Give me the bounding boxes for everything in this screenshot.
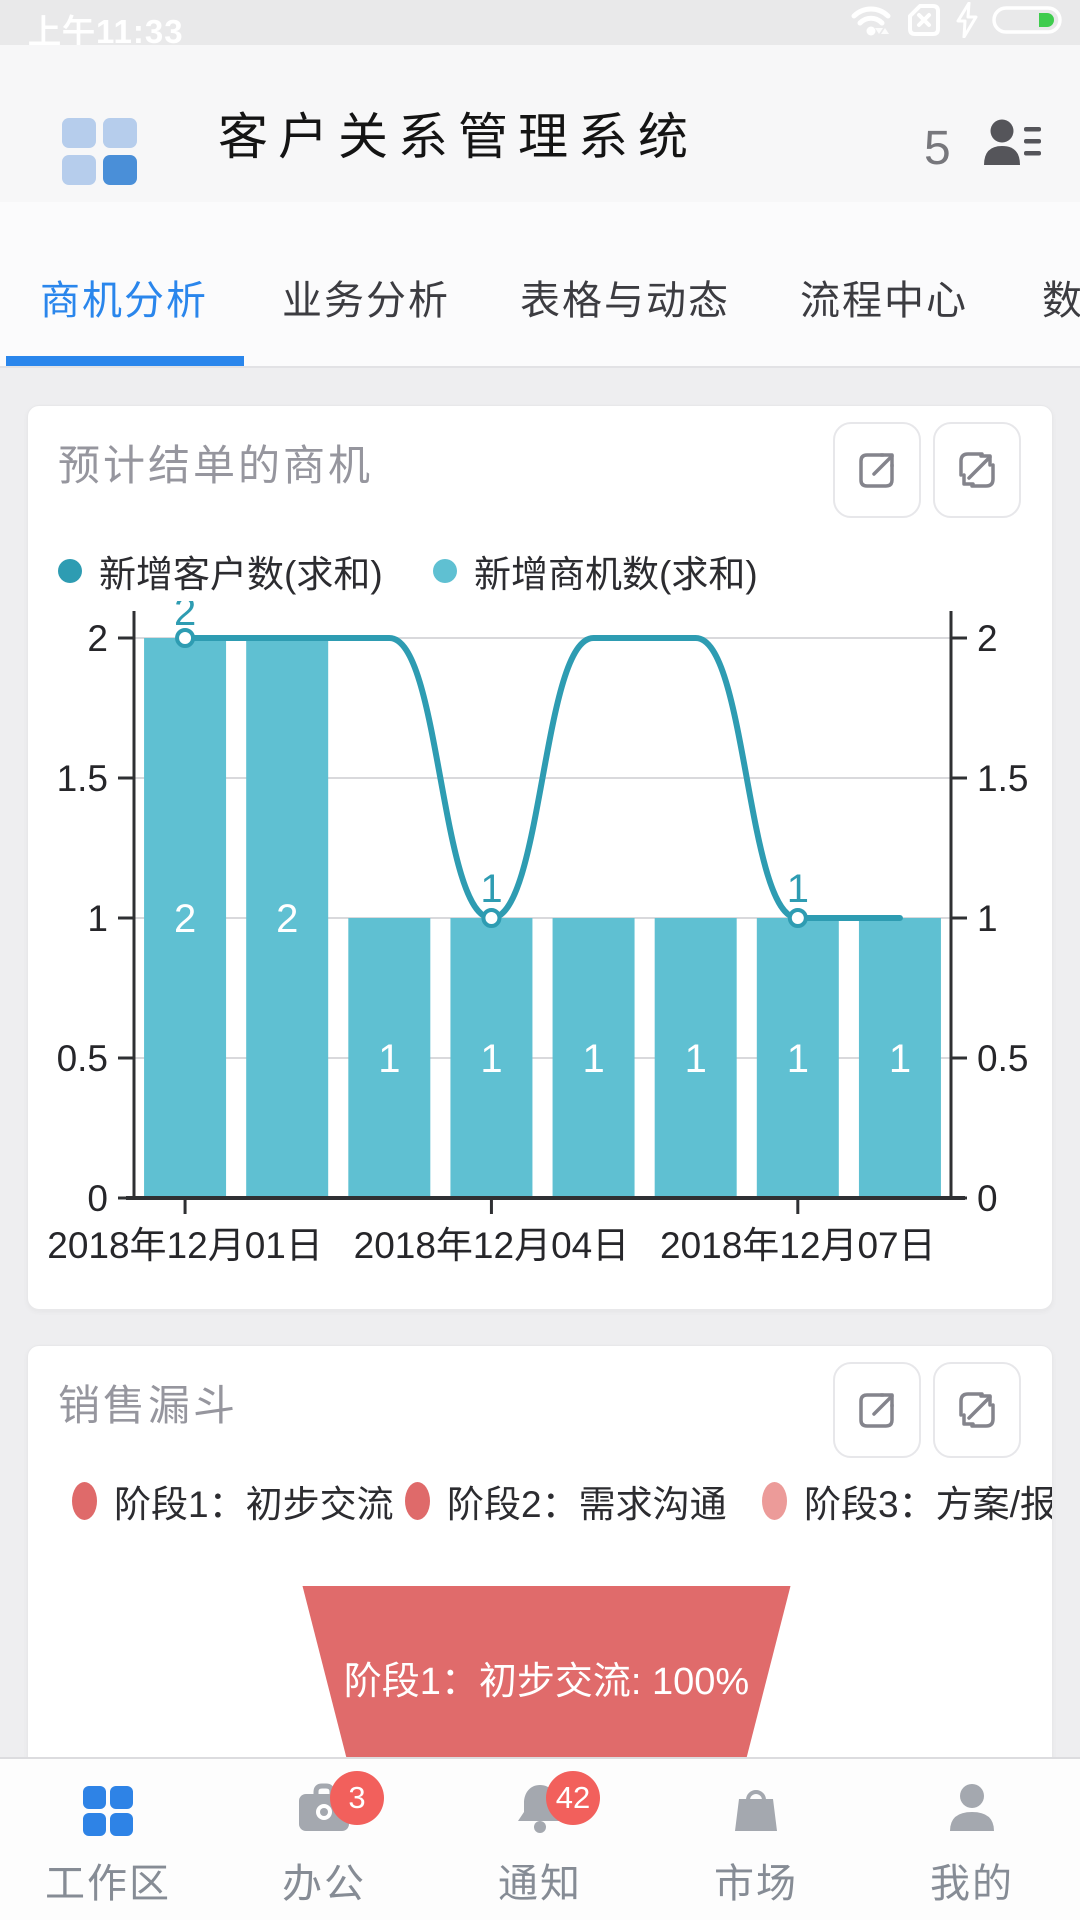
open-external-button[interactable] [833, 422, 921, 518]
svg-text:0: 0 [87, 1178, 108, 1219]
status-time: 上午11:33 [28, 13, 184, 50]
page-title: 客户关系管理系统 [218, 109, 698, 165]
funnel-chart-svg[interactable]: 阶段1：初步交流: 100% [28, 1561, 1053, 1758]
legend-new-opportunities[interactable]: 新增商机数(求和) [433, 544, 758, 598]
svg-text:2: 2 [87, 618, 108, 659]
svg-text:1.5: 1.5 [57, 758, 108, 799]
office-badge: 3 [330, 1771, 384, 1825]
svg-text:2: 2 [174, 601, 196, 634]
legend-dot-stage-2 [405, 1482, 430, 1520]
svg-text:1.5: 1.5 [977, 758, 1028, 799]
open-external-button[interactable] [833, 1362, 921, 1458]
funnel-card-title: 销售漏斗 [58, 1382, 239, 1429]
svg-text:0.5: 0.5 [977, 1038, 1028, 1079]
svg-text:1: 1 [582, 1037, 604, 1081]
svg-text:1: 1 [787, 1037, 809, 1081]
funnel-stage-1-label: 阶段1：初步交流: 100% [344, 1661, 749, 1703]
bottom-nav: 工作区 办公 3 通知 42 [0, 1757, 1080, 1920]
battery-icon [992, 6, 1064, 39]
svg-text:1: 1 [889, 1037, 911, 1081]
briefcase-icon [292, 1779, 356, 1843]
svg-text:2018年12月04日: 2018年12月04日 [354, 1225, 630, 1266]
nav-item-office[interactable]: 办公 3 [216, 1759, 432, 1920]
legend-dot-line-series [58, 559, 82, 583]
svg-text:2: 2 [174, 897, 196, 941]
tab-process-center[interactable]: 流程中心 [800, 279, 968, 323]
nav-item-notifications[interactable]: 通知 42 [432, 1759, 648, 1920]
legend-stage-1[interactable]: 阶段1：初步交流 [72, 1474, 394, 1528]
svg-text:2: 2 [276, 897, 298, 941]
expand-button[interactable] [933, 1362, 1021, 1458]
combo-chart-svg[interactable]: 2 2 1 1 1 1 1 1 0 0 0.5 0.5 1 1 1.5 1.5 2 2 2018年12月01日 201… [28, 601, 1053, 1271]
svg-text:1: 1 [87, 898, 108, 939]
app-header: 客户关系管理系统 5 [0, 45, 1080, 202]
legend-stage-2[interactable]: 阶段2：需求沟通 [405, 1474, 727, 1528]
svg-text:2: 2 [977, 618, 998, 659]
legend-dot-bar-series [433, 559, 457, 583]
tab-data-partial[interactable]: 数 [1042, 279, 1080, 323]
active-tab-underline [6, 356, 244, 366]
sim-missing-icon [906, 2, 942, 43]
app-grid-icon[interactable] [62, 118, 138, 185]
svg-text:1: 1 [480, 1037, 502, 1081]
opportunity-card: 预计结单的商机 新增客户数(求和) 新增商机数(求和) 2 2 1 1 1 1 1 1 0 0 0.… [27, 405, 1053, 1310]
top-tab-bar: 商机分析 业务分析 表格与动态 流程中心 数 [0, 202, 1080, 368]
nav-item-market[interactable]: 市场 [648, 1759, 864, 1920]
svg-text:1: 1 [480, 867, 502, 911]
tab-business-opportunity-analysis[interactable]: 商机分析 [40, 279, 208, 323]
svg-text:0: 0 [977, 1178, 998, 1219]
svg-text:2018年12月01日: 2018年12月01日 [47, 1225, 323, 1266]
nav-item-mine[interactable]: 我的 [864, 1759, 1080, 1920]
contacts-icon[interactable] [978, 115, 1044, 182]
legend-stage-3[interactable]: 阶段3：方案/报价 [762, 1474, 1052, 1528]
person-icon [940, 1779, 1004, 1843]
wifi-icon [850, 1, 892, 44]
grid-icon [76, 1779, 140, 1843]
funnel-stage-1-shape[interactable] [302, 1586, 791, 1758]
legend-dot-stage-1 [72, 1482, 97, 1520]
svg-text:0.5: 0.5 [57, 1038, 108, 1079]
legend-new-customers[interactable]: 新增客户数(求和) [58, 544, 383, 598]
svg-text:2018年12月07日: 2018年12月07日 [660, 1225, 936, 1266]
charging-icon [956, 1, 978, 43]
notifications-badge: 42 [546, 1771, 600, 1825]
expand-button[interactable] [933, 422, 1021, 518]
svg-text:1: 1 [977, 898, 998, 939]
tab-business-analysis[interactable]: 业务分析 [282, 279, 450, 323]
svg-text:1: 1 [787, 867, 809, 911]
svg-text:1: 1 [685, 1037, 707, 1081]
svg-text:1: 1 [378, 1037, 400, 1081]
status-icons [850, 0, 1064, 45]
online-user-count: 5 [924, 122, 951, 175]
tab-tables-and-feeds[interactable]: 表格与动态 [520, 279, 730, 323]
shopping-bag-icon [724, 1779, 788, 1843]
opportunity-card-title: 预计结单的商机 [58, 442, 374, 489]
legend-dot-stage-3 [762, 1482, 787, 1520]
status-bar: 上午11:33 [0, 0, 1080, 50]
nav-item-workspace[interactable]: 工作区 [0, 1759, 216, 1920]
